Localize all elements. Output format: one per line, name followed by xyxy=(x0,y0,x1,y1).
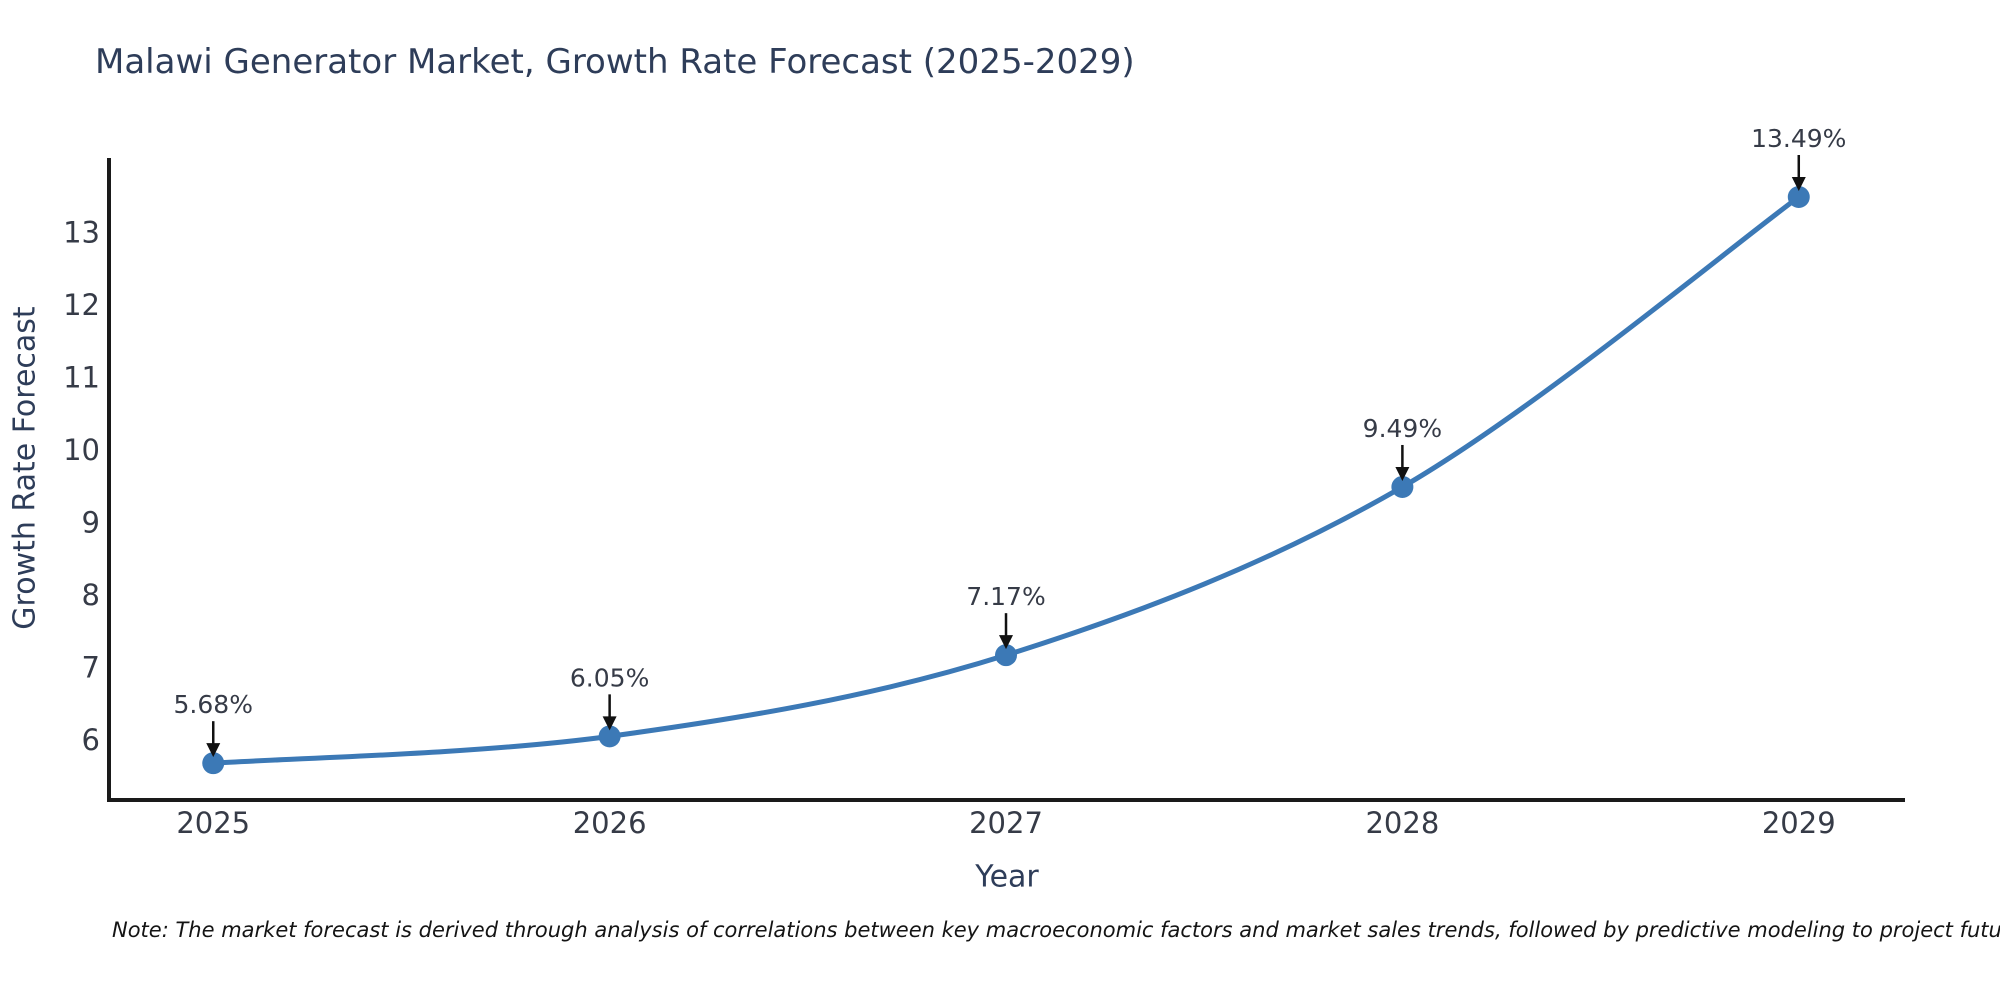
footnote: Note: The market forecast is derived thr… xyxy=(112,918,2000,942)
data-point-marker xyxy=(995,644,1018,667)
y-tick-label: 9 xyxy=(82,505,100,539)
annotation-arrowhead xyxy=(206,743,221,758)
x-tick-label: 2029 xyxy=(1762,806,1836,840)
y-tick-label: 8 xyxy=(82,578,100,612)
annotation-arrowhead xyxy=(999,635,1014,650)
y-tick-label: 11 xyxy=(63,361,100,395)
data-point-marker xyxy=(202,752,225,775)
data-point-marker xyxy=(1391,475,1414,498)
data-point-label: 9.49% xyxy=(1363,414,1442,443)
y-tick-label: 7 xyxy=(82,650,100,684)
x-axis-title: Year xyxy=(975,859,1039,895)
annotation-arrowhead xyxy=(1791,177,1806,192)
data-point-label: 13.49% xyxy=(1751,124,1846,153)
y-tick-label: 12 xyxy=(63,288,100,322)
data-point-label: 7.17% xyxy=(966,582,1045,611)
x-tick-label: 2026 xyxy=(573,806,647,840)
data-point-marker xyxy=(598,725,621,748)
y-axis-title: Growth Rate Forecast xyxy=(7,306,43,630)
annotation-arrowhead xyxy=(602,716,617,731)
x-tick-label: 2028 xyxy=(1365,806,1439,840)
chart-title: Malawi Generator Market, Growth Rate For… xyxy=(95,42,1135,82)
y-tick-label: 6 xyxy=(82,723,100,757)
annotation-arrowhead xyxy=(1395,466,1410,481)
x-tick-label: 2025 xyxy=(176,806,250,840)
data-point-label: 6.05% xyxy=(570,663,649,692)
y-tick-label: 13 xyxy=(63,216,100,250)
y-tick-label: 10 xyxy=(63,433,100,467)
data-point-marker xyxy=(1787,186,1810,209)
series-line xyxy=(210,194,1802,766)
x-tick-label: 2027 xyxy=(969,806,1043,840)
data-point-label: 5.68% xyxy=(174,690,253,719)
